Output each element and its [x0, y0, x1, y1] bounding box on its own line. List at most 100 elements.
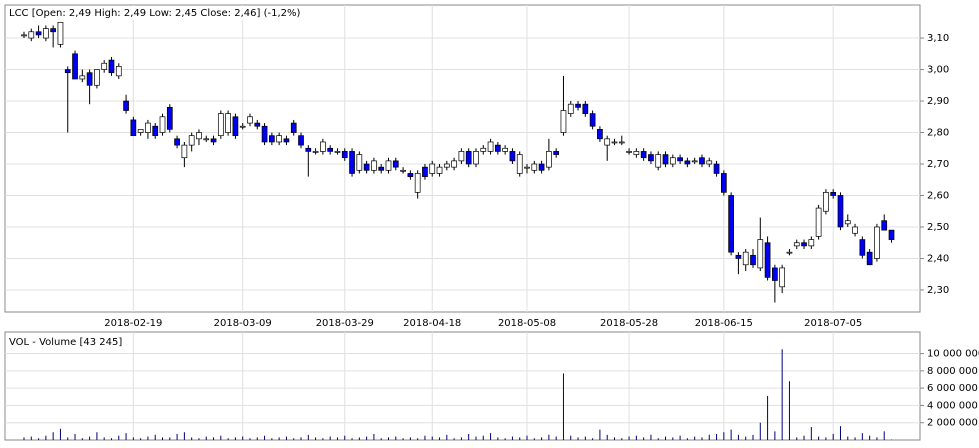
candle-body [458, 151, 465, 162]
candle-body [72, 53, 78, 80]
candle-body [888, 229, 895, 240]
candle-body [801, 242, 807, 247]
candle-body [239, 125, 246, 128]
candle-body [713, 163, 720, 174]
candle-body [859, 239, 866, 256]
volume-title: VOL - Volume [43 245] [9, 337, 122, 348]
title-bg [6, 6, 306, 20]
candle-body [786, 251, 793, 254]
candle-body [312, 151, 319, 153]
candle-body [830, 191, 837, 196]
y-tick-label: 3,00 [927, 65, 949, 76]
candle-body [196, 132, 202, 140]
candle-body [320, 141, 326, 152]
candle-body [546, 151, 552, 168]
candle-body [626, 151, 632, 153]
candle-body [166, 106, 173, 130]
candle-body [217, 113, 224, 137]
candle-body [487, 141, 494, 152]
candle-body [757, 239, 764, 269]
candle-body [443, 163, 450, 168]
y-tick-label: 2,60 [927, 190, 949, 201]
candle-body [203, 138, 210, 141]
candle-body [43, 28, 49, 39]
candle-body [691, 160, 698, 163]
candle-body [64, 69, 71, 74]
candle-body [108, 59, 115, 74]
candle-body [305, 147, 312, 152]
candle-body [247, 116, 253, 124]
candle-body [400, 169, 406, 172]
candle-body [261, 125, 268, 143]
candle-body [852, 226, 858, 234]
candle-body [589, 113, 596, 127]
y-tick-label: 6 000 000 [927, 383, 978, 394]
candle-body [764, 242, 771, 278]
candle-body [611, 141, 618, 144]
candle-body [575, 103, 581, 108]
x-tick-label: 2018-02-19 [104, 318, 162, 329]
candle-body [283, 138, 290, 143]
candle-body [130, 119, 137, 137]
candle-body [145, 122, 151, 133]
candle-body [699, 157, 705, 165]
candle-body [560, 110, 567, 133]
candle-body [874, 226, 880, 259]
y-tick-label: 2,70 [927, 159, 949, 170]
candle-body [152, 125, 159, 137]
chart-title: LCC [Open: 2,49 High: 2,49 Low: 2,45 Clo… [9, 8, 300, 19]
candle-body [378, 166, 385, 171]
y-tick-label: 2 000 000 [927, 418, 978, 429]
candle-body [276, 135, 282, 143]
candle-body [94, 69, 100, 86]
candle-body [349, 151, 355, 174]
candle-body [232, 116, 239, 137]
candle-body [669, 157, 676, 165]
candle-body [79, 75, 86, 80]
candle-body [254, 122, 261, 127]
candle-body [684, 160, 691, 165]
candle-body [582, 103, 589, 114]
candle-body [21, 34, 27, 37]
x-tick-label: 2018-03-29 [316, 318, 374, 329]
candle-body [881, 220, 888, 231]
candle-body [414, 173, 421, 193]
candle-body [159, 116, 166, 133]
candle-body [844, 220, 851, 225]
candle-body [538, 163, 545, 171]
candle-body [371, 160, 377, 171]
candle-body [269, 135, 275, 143]
candle-body [341, 151, 348, 159]
x-tick-label: 2018-05-28 [600, 318, 658, 329]
candle-body [465, 151, 472, 165]
candle-body [509, 151, 516, 162]
x-tick-label: 2018-06-15 [695, 318, 753, 329]
candle-body [290, 122, 297, 133]
candle-body [57, 21, 64, 45]
candle-body [181, 144, 188, 159]
candle-body [495, 144, 501, 152]
candle-body [225, 113, 231, 133]
candle-body [123, 100, 129, 111]
candle-body [618, 141, 625, 144]
candle-body [429, 163, 436, 174]
y-tick-label: 2,50 [927, 222, 949, 233]
x-tick-label: 2018-04-18 [403, 318, 461, 329]
candle-body [101, 62, 108, 70]
x-tick-label: 2018-03-09 [214, 318, 272, 329]
candle-body [662, 154, 669, 165]
candle-body [750, 254, 756, 266]
candle-body [28, 31, 35, 39]
candle-body [728, 195, 734, 253]
candle-body [188, 135, 195, 146]
candle-body [516, 154, 523, 174]
candle-body [363, 163, 370, 171]
candle-body [480, 147, 487, 152]
candle-body [392, 160, 399, 168]
y-tick-label: 2,40 [927, 253, 949, 264]
candle-body [50, 28, 57, 33]
candle-body [451, 160, 457, 168]
candle-body [655, 154, 662, 168]
y-tick-label: 3,10 [927, 33, 949, 44]
